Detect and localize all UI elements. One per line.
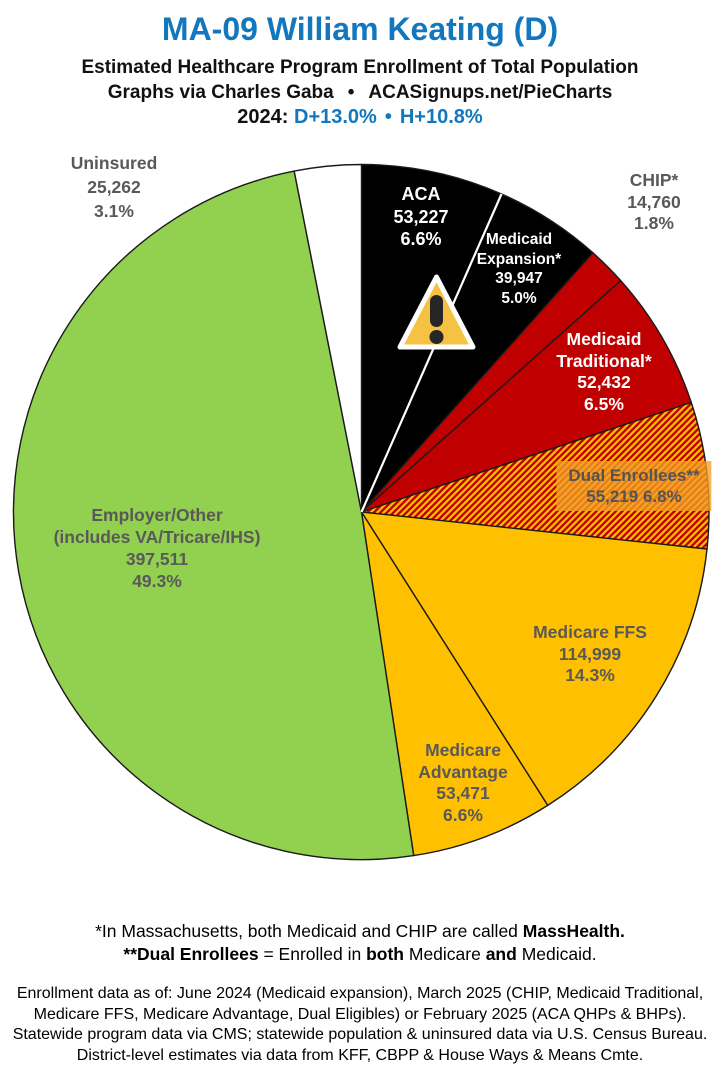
slice-label-line: Uninsured xyxy=(70,153,158,173)
footnote-text-bold: both xyxy=(366,944,404,964)
slice-label-line: 6.8% xyxy=(642,487,682,506)
slice-label-chip: CHIP* 14,760 1.8% xyxy=(589,170,719,235)
slice-label-line: 49.3% xyxy=(132,571,182,591)
slice-label-line: CHIP* xyxy=(629,170,679,190)
slice-label-line: 53,227 xyxy=(393,206,449,227)
page-title: MA-09 William Keating (D) xyxy=(161,11,559,47)
slice-label-line: Medicaid xyxy=(485,231,553,248)
data-note-line: Statewide program data via CMS; statewid… xyxy=(12,1026,708,1043)
chart-subtitle: Estimated Healthcare Program Enrollment … xyxy=(81,57,639,78)
slice-label-line: Medicaid xyxy=(566,329,642,349)
warning-icon xyxy=(397,274,476,350)
slice-label-line: (includes VA/Tricare/IHS) xyxy=(53,527,261,547)
slice-label-line: 25,262 xyxy=(87,177,141,197)
slice-label-line: Advantage xyxy=(418,761,508,782)
credit-site: ACASignups.net/PieCharts xyxy=(368,82,613,103)
bullet-separator: • xyxy=(347,82,355,103)
footnote-text: *In Massachusetts, both Medicaid and CHI… xyxy=(95,921,523,941)
slice-label-medicare-advantage: Medicare Advantage 53,471 6.6% xyxy=(388,740,538,826)
footnote-text-bold: **Dual Enrollees xyxy=(123,944,259,964)
slice-label-medicaid-expansion: Medicaid Expansion* 39,947 5.0% xyxy=(444,230,594,308)
stats-year: 2024: xyxy=(237,106,289,128)
data-note-line: District-level estimates via data from K… xyxy=(76,1046,644,1064)
pie-slice-uninsured xyxy=(293,163,363,513)
slice-label-employer-other: Employer/Other (includes VA/Tricare/IHS)… xyxy=(27,504,287,592)
slice-label-line: 6.5% xyxy=(584,393,624,414)
credit-line: Graphs via Charles Gaba • ACASignups.net/P… xyxy=(0,82,720,104)
slice-label-medicaid-traditional: Medicaid Traditional* 52,432 6.5% xyxy=(519,329,689,415)
pie-slices xyxy=(12,163,710,861)
slice-label-line: 53,471 xyxy=(436,783,490,803)
slice-label-dual-enrollees: Dual Enrollees** 55,219 6.8% xyxy=(556,461,712,511)
pie-slice-medicaid-traditional xyxy=(360,279,692,513)
footnote-text: = Enrolled in xyxy=(258,944,367,964)
footnote-text: Medicare xyxy=(404,944,486,964)
slice-label-line: 14.3% xyxy=(565,665,615,685)
data-source-notes: Enrollment data as of: June 2024 (Medica… xyxy=(0,984,720,1066)
slice-label-line: 397,511 xyxy=(125,549,189,569)
slice-label-line: 14,760 xyxy=(627,191,681,212)
slice-label-medicare-ffs: Medicare FFS 114,999 14.3% xyxy=(505,622,675,687)
slice-label-line: 52,432 xyxy=(577,372,631,392)
slice-divider-line xyxy=(360,193,503,513)
slice-label-line: Medicare xyxy=(425,740,501,760)
footnote-masshealth: *In Massachusetts, both Medicaid and CHI… xyxy=(0,921,720,942)
slice-label-line: Medicare FFS xyxy=(533,622,647,642)
slice-label-line: 5.0% xyxy=(501,289,537,307)
credit-author: Graphs via Charles Gaba xyxy=(107,82,334,103)
bullet-separator: • xyxy=(384,106,392,128)
footnote-dual-enrollees: **Dual Enrollees = Enrolled in both Medi… xyxy=(0,944,720,965)
footnote-text: Medicaid. xyxy=(516,944,597,964)
slice-label-line: 55,219 xyxy=(586,487,639,506)
slice-label-line: 1.8% xyxy=(634,213,674,233)
footnote-text-bold: and xyxy=(485,944,517,964)
slice-label-line: 39,947 xyxy=(495,270,543,287)
slice-label-line: Dual Enrollees** xyxy=(568,466,700,485)
slice-label-line: 6.6% xyxy=(400,229,442,249)
slice-label-line: 6.6% xyxy=(443,804,483,825)
slice-label-aca: ACA 53,227 6.6% xyxy=(351,183,491,251)
slice-label-line: 3.1% xyxy=(94,201,134,221)
house-margin: H+10.8% xyxy=(399,106,483,128)
partisan-stats-line: 2024: D+13.0% • H+10.8% xyxy=(0,106,720,129)
slice-label-line: Expansion* xyxy=(476,250,562,268)
pie-slice-medicare-advantage xyxy=(360,511,549,857)
data-note-line: Medicare FFS, Medicare Advantage, Dual E… xyxy=(33,1005,687,1023)
slice-label-line: 114,999 xyxy=(558,643,622,664)
footnote-text-bold: MassHealth. xyxy=(522,921,625,941)
slice-label-line: Employer/Other xyxy=(91,505,223,525)
pie-slice-employer-other-includes-va-tricare-ihs xyxy=(12,170,415,861)
slice-label-uninsured: Uninsured 25,262 3.1% xyxy=(29,151,199,223)
dem-margin: D+13.0% xyxy=(294,106,377,128)
data-note-line: Enrollment data as of: June 2024 (Medica… xyxy=(16,985,704,1002)
slice-label-line: ACA xyxy=(401,184,441,204)
pie-slice-medicare-ffs xyxy=(360,511,708,807)
slice-label-line: Traditional* xyxy=(556,350,652,371)
